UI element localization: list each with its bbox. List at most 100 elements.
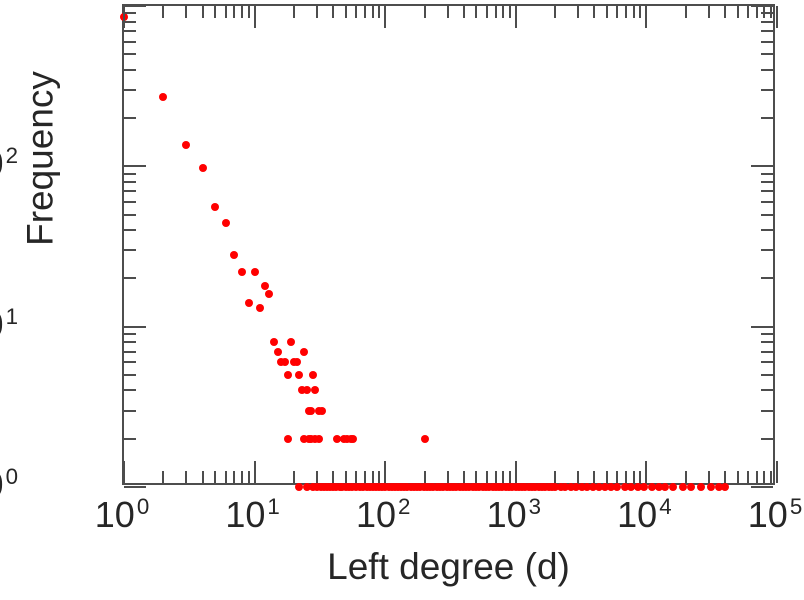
x-minor-tick-top	[577, 6, 580, 18]
data-point	[551, 483, 560, 491]
data-point	[721, 483, 730, 491]
x-minor-tick	[247, 471, 250, 483]
x-tick-label: 105	[747, 494, 802, 535]
y-minor-tick-right	[761, 172, 773, 175]
data-point	[696, 483, 705, 491]
y-major-tick-right	[751, 5, 773, 7]
x-tick-exponent: 1	[267, 494, 280, 519]
y-minor-tick-right	[761, 350, 773, 353]
y-minor-tick	[124, 350, 136, 353]
y-minor-tick	[124, 12, 136, 15]
y-minor-tick	[124, 20, 136, 23]
x-tick-label: 102	[355, 494, 411, 535]
x-minor-tick-top	[332, 6, 335, 18]
data-point	[626, 483, 635, 491]
data-point	[260, 281, 269, 290]
x-tick-label: 103	[486, 494, 542, 535]
y-minor-tick-right	[761, 409, 773, 412]
y-minor-tick	[124, 190, 136, 193]
x-minor-tick-top	[639, 6, 642, 18]
x-minor-tick	[606, 471, 609, 483]
x-minor-tick	[577, 471, 580, 483]
x-major-tick-top	[253, 6, 256, 28]
x-minor-tick-top	[707, 6, 710, 18]
y-major-tick-right	[751, 165, 773, 168]
x-major-tick-top	[514, 6, 517, 28]
data-point	[661, 483, 670, 491]
data-point	[607, 483, 616, 491]
x-minor-tick-top	[736, 6, 739, 18]
x-minor-tick	[625, 471, 628, 483]
x-tick-mantissa: 10	[486, 494, 527, 535]
x-minor-tick-top	[475, 6, 478, 18]
data-point	[295, 483, 304, 491]
x-minor-tick-top	[378, 6, 381, 18]
y-minor-tick-right	[761, 437, 773, 440]
x-minor-tick	[736, 471, 739, 483]
y-major-tick	[124, 325, 146, 328]
data-point	[297, 386, 306, 395]
data-point	[280, 358, 289, 367]
x-tick-mantissa: 10	[355, 494, 396, 535]
x-minor-tick	[684, 471, 687, 483]
x-minor-tick	[707, 471, 710, 483]
x-major-tick	[514, 461, 517, 483]
y-minor-tick	[124, 437, 136, 440]
data-point	[633, 483, 642, 491]
y-minor-tick	[124, 200, 136, 203]
x-minor-tick-top	[616, 6, 619, 18]
x-minor-tick-top	[162, 6, 165, 18]
y-minor-tick-right	[761, 389, 773, 392]
data-point	[556, 483, 565, 491]
x-tick-exponent: 4	[659, 494, 672, 519]
data-point	[269, 338, 278, 347]
x-minor-tick-top	[185, 6, 188, 18]
x-minor-tick-top	[625, 6, 628, 18]
x-major-tick	[645, 461, 648, 483]
x-minor-tick-top	[371, 6, 374, 18]
data-point	[620, 483, 629, 491]
x-minor-tick	[494, 471, 497, 483]
x-minor-tick-top	[494, 6, 497, 18]
x-axis-title: Left degree (d)	[327, 546, 570, 587]
x-minor-tick	[475, 471, 478, 483]
x-minor-tick	[446, 471, 449, 483]
x-minor-tick-top	[485, 6, 488, 18]
x-tick-exponent: 3	[528, 494, 542, 519]
data-point	[647, 483, 656, 491]
x-minor-tick-top	[632, 6, 635, 18]
y-tick-exponent: 2	[5, 143, 18, 169]
y-minor-tick	[124, 88, 136, 91]
y-minor-tick-right	[761, 361, 773, 364]
x-minor-tick-top	[724, 6, 727, 18]
x-major-tick-top	[123, 6, 125, 28]
x-minor-tick-top	[315, 6, 318, 18]
x-minor-tick-top	[593, 6, 596, 18]
x-tick-mantissa: 10	[747, 494, 788, 535]
data-point	[308, 370, 317, 379]
y-minor-tick	[124, 117, 136, 120]
y-tick-mantissa: 10	[0, 464, 4, 505]
x-tick-exponent: 2	[398, 494, 411, 519]
x-minor-tick	[770, 471, 773, 483]
x-minor-tick-top	[214, 6, 217, 18]
data-point	[159, 93, 168, 102]
data-point	[295, 370, 304, 379]
y-minor-tick-right	[761, 249, 773, 252]
x-minor-tick	[162, 471, 165, 483]
x-minor-tick-top	[224, 6, 227, 18]
x-minor-tick-top	[247, 6, 250, 18]
data-point	[302, 386, 311, 395]
data-point	[265, 289, 274, 298]
x-minor-tick	[233, 471, 236, 483]
y-major-tick	[124, 486, 146, 488]
data-point	[302, 483, 311, 491]
data-point	[706, 483, 715, 491]
x-minor-tick-top	[292, 6, 295, 18]
data-point	[613, 483, 622, 491]
y-tick-label: 100	[0, 464, 18, 505]
data-point	[577, 483, 586, 491]
data-point	[237, 267, 246, 276]
data-point	[349, 434, 358, 443]
